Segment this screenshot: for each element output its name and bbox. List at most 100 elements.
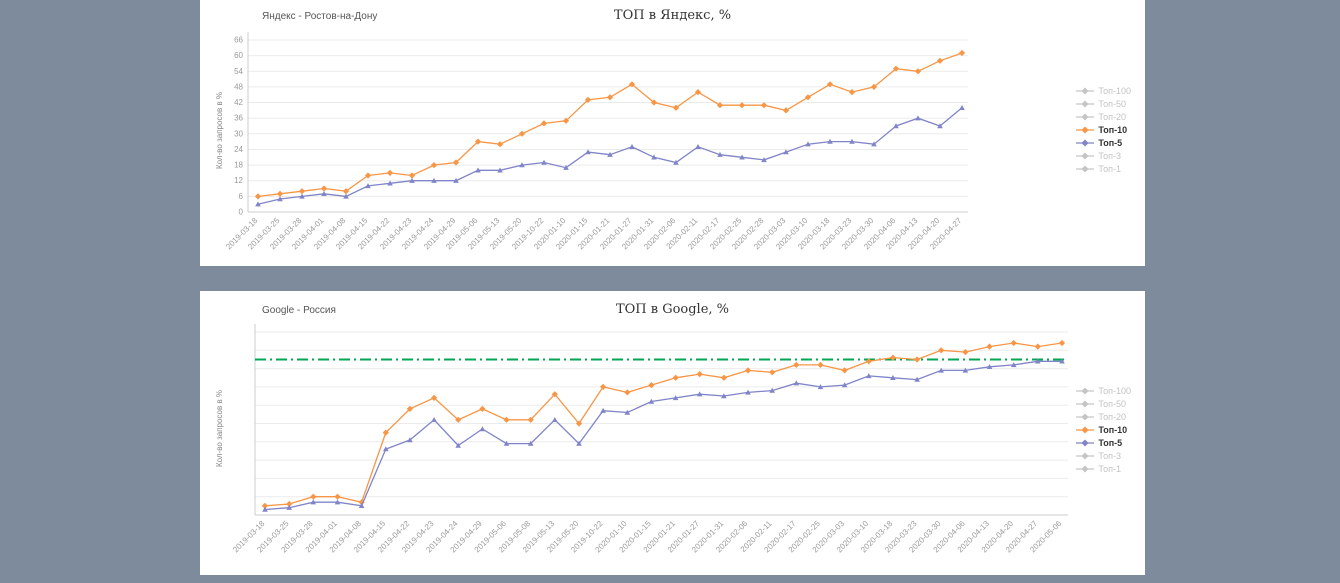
series-marker-Топ-10 [479, 405, 486, 413]
series-marker-Топ-5 [343, 193, 349, 199]
series-marker-Топ-5 [409, 177, 415, 183]
series-marker-icon [1076, 426, 1095, 434]
series-marker-Топ-10 [804, 94, 812, 101]
series-marker-Топ-5 [527, 440, 534, 446]
series-marker-Топ-5 [1035, 358, 1041, 364]
google-chart-legend: Топ-100 Топ-50 Топ-20 Топ-10 Топ-5 Топ-3 Топ-1 [1076, 386, 1131, 474]
series-marker-icon [1076, 126, 1095, 134]
series-marker-Топ-5 [576, 440, 582, 446]
legend-item-топ-10[interactable]: Топ-10 [1076, 425, 1131, 435]
yandex-chart-legend: Топ-100 Топ-50 Топ-20 Топ-10 Топ-5 Топ-3 Топ-1 [1076, 86, 1131, 174]
series-marker-Топ-5 [262, 506, 268, 512]
y-tick-label: 48 [234, 82, 243, 91]
legend-label: Топ-5 [1098, 438, 1123, 448]
series-marker-Топ-5 [358, 503, 365, 508]
series-marker-icon [1076, 452, 1095, 460]
series-marker-Топ-10 [310, 493, 317, 500]
series-marker-Топ-10 [496, 141, 504, 148]
series-marker-Топ-5 [334, 499, 341, 505]
series-marker-Топ-5 [717, 151, 723, 157]
legend-item-топ-3[interactable]: Топ-3 [1076, 451, 1131, 461]
series-marker-Топ-5 [563, 164, 569, 170]
series-marker-Топ-5 [1010, 362, 1017, 368]
series-marker-Топ-5 [299, 193, 305, 199]
series-marker-Топ-5 [783, 149, 789, 155]
legend-item-топ-100[interactable]: Топ-100 [1076, 86, 1131, 96]
series-marker-Топ-10 [254, 193, 262, 200]
series-marker-Топ-10 [320, 185, 328, 192]
series-marker-Топ-5 [365, 183, 371, 189]
yandex-chart-title: ТОП в Яндекс, % [613, 8, 732, 23]
series-marker-Топ-5 [761, 157, 767, 163]
series-marker-Топ-5 [827, 138, 833, 144]
series-marker-Топ-10 [936, 57, 944, 64]
series-marker-Топ-5 [497, 167, 503, 173]
series-marker-Топ-5 [277, 196, 283, 202]
series-marker-icon [1076, 165, 1095, 173]
google-chart-subtitle: Google - Россия [262, 305, 336, 316]
y-tick-label: 18 [234, 161, 243, 170]
legend-item-топ-20[interactable]: Топ-20 [1076, 412, 1131, 422]
legend-item-топ-1[interactable]: Топ-1 [1076, 464, 1131, 474]
series-marker-Топ-5 [607, 151, 613, 157]
series-marker-Топ-5 [479, 426, 486, 432]
series-marker-Топ-10 [848, 88, 856, 96]
y-tick-label: 0 [239, 208, 244, 217]
series-marker-Топ-5 [255, 201, 261, 207]
series-marker-Топ-5 [387, 180, 393, 186]
series-marker-Топ-10 [606, 94, 614, 101]
legend-item-топ-50[interactable]: Топ-50 [1076, 99, 1131, 109]
series-marker-icon [1076, 439, 1095, 447]
series-marker-Топ-5 [310, 499, 317, 505]
legend-label: Топ-100 [1098, 386, 1131, 396]
legend-item-топ-5[interactable]: Топ-5 [1076, 438, 1131, 448]
series-marker-Топ-5 [672, 395, 679, 401]
legend-item-топ-3[interactable]: Топ-3 [1076, 151, 1131, 161]
google-chart-panel: Google - Россия ТОП в Google, % Кол-во з… [200, 291, 1145, 575]
legend-item-топ-100[interactable]: Топ-100 [1076, 386, 1131, 396]
series-marker-Топ-10 [769, 369, 776, 376]
series-marker-Топ-10 [720, 374, 728, 381]
series-marker-Топ-5 [938, 367, 944, 373]
y-tick-label: 60 [234, 51, 243, 60]
legend-label: Топ-3 [1098, 451, 1121, 461]
legend-label: Топ-50 [1098, 399, 1126, 409]
series-marker-Топ-5 [383, 446, 389, 452]
legend-item-топ-5[interactable]: Топ-5 [1076, 138, 1131, 148]
legend-item-топ-20[interactable]: Топ-20 [1076, 112, 1131, 122]
series-marker-Топ-5 [841, 382, 848, 388]
series-marker-icon [1076, 387, 1095, 395]
y-tick-label: 54 [234, 67, 243, 76]
series-marker-Топ-10 [298, 188, 306, 195]
series-marker-Топ-10 [913, 356, 921, 363]
series-marker-Топ-10 [276, 190, 284, 197]
series-marker-Топ-5 [453, 177, 459, 183]
series-marker-Топ-5 [986, 364, 993, 369]
series-marker-Топ-5 [914, 376, 920, 382]
series-marker-Топ-5 [585, 149, 591, 155]
series-marker-Топ-5 [817, 384, 824, 390]
series-marker-Топ-5 [937, 123, 943, 129]
series-marker-Топ-10 [986, 343, 993, 350]
series-marker-Топ-10 [452, 159, 460, 166]
series-marker-Топ-10 [738, 102, 746, 109]
legend-item-топ-50[interactable]: Топ-50 [1076, 399, 1131, 409]
series-marker-icon [1076, 413, 1095, 421]
series-marker-Топ-5 [769, 387, 775, 393]
series-marker-Топ-5 [431, 177, 437, 183]
series-marker-Топ-5 [629, 144, 635, 149]
series-marker-Топ-5 [695, 144, 701, 149]
legend-item-топ-1[interactable]: Топ-1 [1076, 164, 1131, 174]
series-marker-Топ-10 [474, 138, 482, 145]
series-marker-Топ-10 [1058, 339, 1066, 347]
legend-item-топ-10[interactable]: Топ-10 [1076, 125, 1131, 135]
y-tick-label: 66 [234, 36, 243, 45]
series-marker-Топ-5 [871, 141, 877, 147]
series-marker-Топ-5 [541, 159, 547, 165]
series-marker-Топ-10 [342, 188, 350, 195]
series-marker-icon [1076, 100, 1095, 108]
series-marker-icon [1076, 113, 1095, 121]
legend-label: Топ-3 [1098, 151, 1121, 161]
series-marker-Топ-10 [672, 374, 679, 381]
